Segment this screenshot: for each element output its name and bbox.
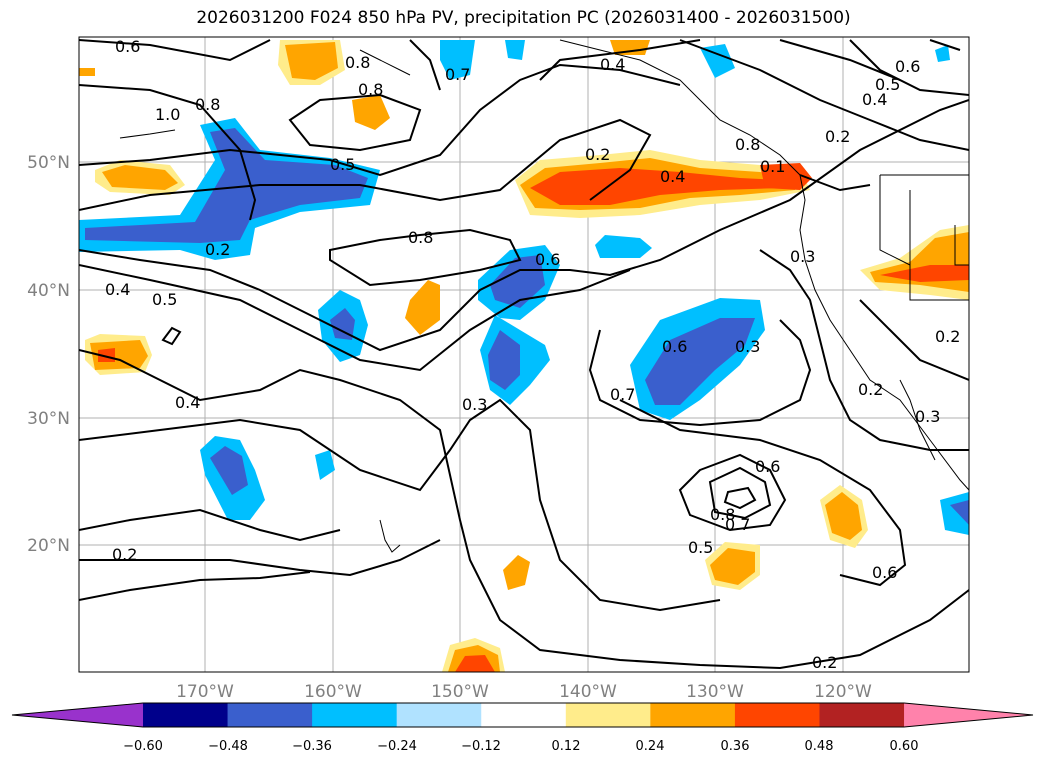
contour-label: 0.8 <box>195 95 220 114</box>
contour-label: 0.7 <box>725 515 750 534</box>
contour-label: 0.5 <box>152 290 177 309</box>
colorbar-tick-label: 0.24 <box>636 739 665 754</box>
colorbar-tick-label: 0.12 <box>552 739 581 754</box>
colorbar-segments <box>11 702 1034 728</box>
contour-label: 0.7 <box>610 385 635 404</box>
contour-label: 0.3 <box>735 337 760 356</box>
colorbar-tick-label: −0.36 <box>292 739 332 754</box>
contour-label: 0.3 <box>790 247 815 266</box>
contour-label: 0.8 <box>358 80 383 99</box>
contour-label: 0.4 <box>105 280 130 299</box>
contour-label: 0.2 <box>825 127 850 146</box>
colorbar-tick-label: 0.60 <box>890 739 919 754</box>
contour-label: 0.2 <box>858 380 883 399</box>
lon-label-140w: 140°W <box>559 682 617 702</box>
contour-label: 0.4 <box>862 90 887 109</box>
lon-label-120w: 120°W <box>814 682 872 702</box>
colorbar-tick-label: −0.48 <box>208 739 248 754</box>
contour-label: 0.5 <box>330 155 355 174</box>
contour-label: 0.8 <box>408 228 433 247</box>
contour-label: 0.3 <box>915 407 940 426</box>
colorbar-segment <box>143 703 229 727</box>
colorbar-segment <box>12 703 143 727</box>
contour-label: 0.2 <box>112 545 137 564</box>
contour-label: 0.6 <box>872 563 897 582</box>
contour-label: 0.7 <box>445 65 470 84</box>
colorbar-segment <box>650 703 736 727</box>
map-title: 2026031200 F024 850 hPa PV, precipitatio… <box>196 8 851 28</box>
contour-label: 0.5 <box>688 538 713 557</box>
contour-label: 0.6 <box>895 57 920 76</box>
colorbar-segment <box>227 703 313 727</box>
colorbar-segment <box>734 703 820 727</box>
contour-label: 0.4 <box>175 393 200 412</box>
lat-label-30n: 30°N <box>27 409 70 429</box>
pv-contours <box>79 39 969 670</box>
negative-precip-areas <box>79 40 969 535</box>
colorbar-tick-label: 0.48 <box>805 739 834 754</box>
lat-label-20n: 20°N <box>27 536 70 556</box>
contour-label: 0.8 <box>345 53 370 72</box>
contour-label: 0.6 <box>755 457 780 476</box>
contour-label: 0.5 <box>875 75 900 94</box>
colorbar-tick-label: −0.12 <box>461 739 501 754</box>
latitude-labels: 50°N 40°N 30°N 20°N <box>27 153 70 556</box>
colorbar: −0.60 −0.48 −0.36 −0.24 −0.12 0.12 0.24 … <box>11 702 1034 754</box>
lon-label-150w: 150°W <box>431 682 489 702</box>
lat-label-40n: 40°N <box>27 281 70 301</box>
contour-label: 0.6 <box>535 250 560 269</box>
contour-label: 0.2 <box>585 145 610 164</box>
longitude-labels: 170°W 160°W 150°W 140°W 130°W 120°W <box>176 682 872 702</box>
contour-label: 0.2 <box>205 240 230 259</box>
contour-labels: 0.6 0.8 1.0 0.8 0.5 0.8 0.7 0.4 0.8 0.6 … <box>105 37 960 672</box>
lon-label-160w: 160°W <box>304 682 362 702</box>
contour-label: 0.4 <box>660 167 685 186</box>
colorbar-segment <box>904 703 1033 727</box>
colorbar-segment <box>481 703 567 727</box>
contour-label: 0.3 <box>462 395 487 414</box>
contour-label: 0.6 <box>662 337 687 356</box>
colorbar-segment <box>565 703 651 727</box>
contour-label: 0.2 <box>935 327 960 346</box>
contour-label: 0.4 <box>600 55 625 74</box>
contour-label: 0.8 <box>710 505 735 524</box>
colorbar-tick-label: 0.36 <box>721 739 750 754</box>
positive-precip-areas <box>79 40 969 672</box>
contour-label: 0.8 <box>735 135 760 154</box>
colorbar-segment <box>312 703 398 727</box>
colorbar-outline <box>11 702 1034 728</box>
colorbar-segment <box>396 703 482 727</box>
contour-label: 0.6 <box>115 37 140 56</box>
contour-label: 1.0 <box>155 105 180 124</box>
colorbar-tick-label: −0.60 <box>123 739 163 754</box>
contour-label: 0.2 <box>812 653 837 672</box>
colorbar-tick-labels: −0.60 −0.48 −0.36 −0.24 −0.12 0.12 0.24 … <box>123 739 918 754</box>
lon-label-170w: 170°W <box>176 682 234 702</box>
lon-label-130w: 130°W <box>686 682 744 702</box>
contour-label: 0.1 <box>760 157 785 176</box>
map-panel: 0.6 0.8 1.0 0.8 0.5 0.8 0.7 0.4 0.8 0.6 … <box>78 36 970 673</box>
colorbar-segment <box>819 703 905 727</box>
lat-label-50n: 50°N <box>27 153 70 173</box>
colorbar-tick-label: −0.24 <box>377 739 417 754</box>
